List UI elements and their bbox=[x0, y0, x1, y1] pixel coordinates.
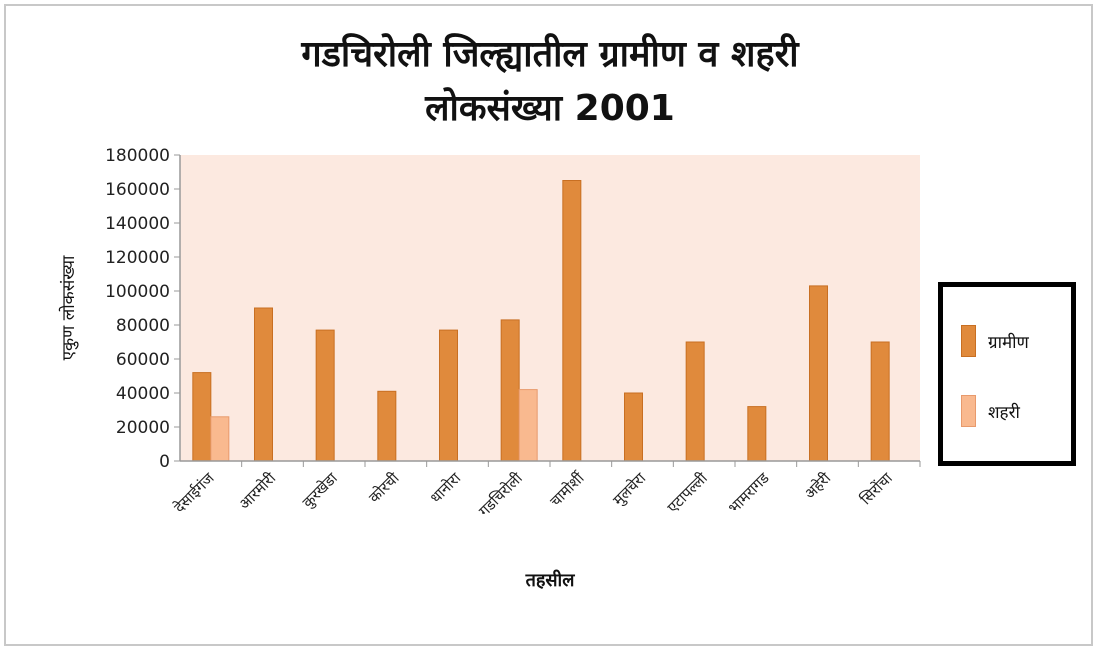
legend-label-urban: शहरी bbox=[988, 402, 1020, 423]
x-tick-label: अहेरी bbox=[801, 468, 835, 502]
bar-urban bbox=[518, 389, 538, 462]
y-tick-label: 80000 bbox=[116, 316, 170, 336]
bar-rural bbox=[685, 341, 705, 462]
bar-rural bbox=[809, 285, 828, 462]
bar-rural bbox=[870, 341, 890, 462]
y-tick-label: 120000 bbox=[105, 248, 170, 268]
y-tick-label: 180000 bbox=[105, 146, 170, 166]
legend-item-rural: ग्रामीण bbox=[961, 325, 1029, 357]
x-tick-label: देसाईगंज bbox=[170, 468, 218, 516]
bar-rural bbox=[315, 329, 335, 462]
x-tick-label: गडचिरोली bbox=[475, 468, 527, 520]
bar-rural bbox=[192, 372, 212, 462]
chart-title-line1: गडचिरोली जिल्ह्यातील ग्रामीण व शहरी bbox=[301, 34, 799, 75]
bar-rural bbox=[624, 392, 643, 462]
legend-swatch-urban bbox=[961, 395, 976, 427]
x-tick-label: आरमोरी bbox=[235, 468, 280, 513]
x-tick-label: एटापल्ली bbox=[664, 468, 712, 516]
x-tick-label: धानोरा bbox=[427, 468, 466, 507]
y-tick-label: 0 bbox=[159, 452, 170, 472]
bar-rural bbox=[500, 319, 520, 462]
legend-swatch-rural bbox=[961, 325, 976, 357]
y-tick-label: 100000 bbox=[105, 282, 170, 302]
x-tick-label: भामरागड bbox=[725, 468, 774, 517]
x-tick-label: कोरची bbox=[365, 468, 403, 506]
plot-area-background bbox=[180, 155, 920, 461]
chart-title-line2: लोकसंख्या 2001 bbox=[425, 88, 675, 129]
bar-urban bbox=[210, 416, 230, 462]
y-axis-label: एकुण लोकसंख्या bbox=[58, 255, 79, 360]
bar-rural bbox=[747, 406, 767, 462]
bar-rural bbox=[254, 307, 273, 462]
legend: ग्रामीण शहरी bbox=[938, 282, 1076, 466]
x-tick-label: मुलचेरा bbox=[609, 468, 651, 510]
bar-rural bbox=[439, 329, 458, 462]
x-tick-label: सिरोंचा bbox=[857, 468, 897, 508]
legend-label-rural: ग्रामीण bbox=[988, 332, 1029, 353]
legend-item-urban: शहरी bbox=[961, 395, 1020, 427]
bar-rural bbox=[377, 390, 397, 462]
y-tick-label: 160000 bbox=[105, 180, 170, 200]
y-tick-label: 60000 bbox=[116, 350, 170, 370]
y-tick-label: 140000 bbox=[105, 214, 170, 234]
x-axis-label: तहसील bbox=[525, 569, 576, 591]
bar-rural bbox=[562, 180, 582, 462]
x-tick-label: कुरखेडा bbox=[299, 468, 343, 512]
x-tick-label: चामोर्शी bbox=[546, 468, 588, 510]
y-tick-label: 20000 bbox=[116, 418, 170, 438]
y-tick-label: 40000 bbox=[116, 384, 170, 404]
